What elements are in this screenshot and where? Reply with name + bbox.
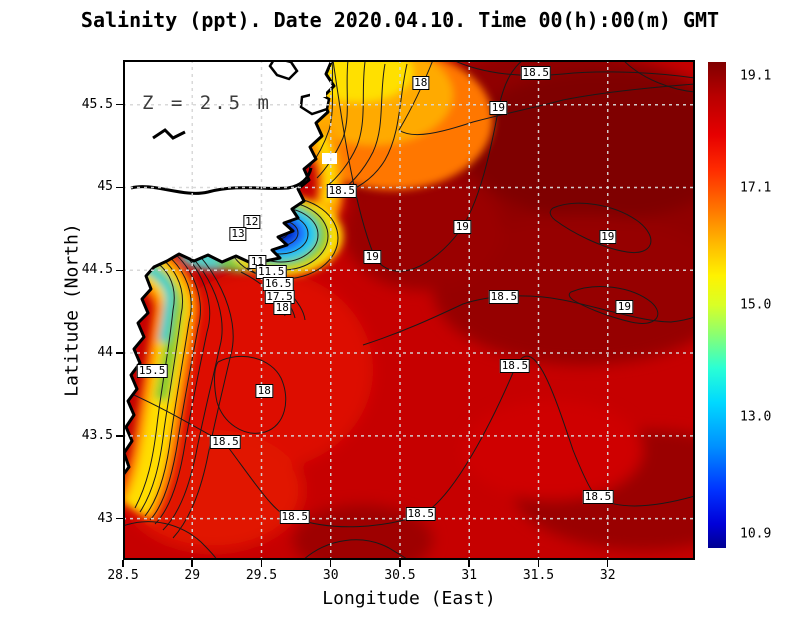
x-tick-mark [399, 560, 401, 567]
y-tick-label: 43.5 [81, 427, 113, 443]
contour-label: 16.5 [262, 276, 294, 291]
colorbar-tick-label: 15.0 [740, 297, 772, 313]
y-axis-label: Latitude (North) [61, 223, 83, 397]
y-tick-mark [116, 352, 123, 354]
chart-title: Salinity (ppt). Date 2020.04.10. Time 00… [80, 8, 720, 32]
y-tick-mark [116, 517, 123, 520]
x-tick-mark [537, 560, 540, 567]
contour-label: 13 [229, 226, 247, 241]
colorbar-tick-label: 10.9 [740, 526, 772, 542]
contour-map [123, 60, 695, 560]
x-tick-mark [468, 560, 470, 567]
x-tick-label: 31 [461, 568, 478, 583]
contour-label: 18.5 [405, 506, 437, 521]
contour-label: 15.5 [136, 364, 168, 379]
contour-label: 19 [615, 299, 633, 314]
x-tick-mark [122, 560, 124, 567]
x-tick-mark [191, 560, 193, 567]
y-tick-mark [116, 103, 123, 106]
y-tick-mark [116, 186, 123, 189]
colorbar-tick-label: 17.1 [740, 180, 772, 196]
contour-label: 18 [255, 384, 273, 399]
x-tick-label: 29.5 [245, 568, 278, 583]
contour-label: 18.5 [520, 66, 551, 81]
x-tick-label: 32 [599, 568, 616, 583]
contour-label: 18.5 [326, 183, 358, 198]
mask-cell [310, 85, 326, 97]
y-tick-label: 45 [97, 179, 113, 195]
contour-label: 18.5 [210, 435, 241, 450]
contour-label: 18 [412, 76, 430, 91]
mask-cell [322, 153, 337, 164]
contour-label: 19 [489, 101, 507, 115]
x-tick-label: 30 [322, 568, 339, 583]
x-axis-label: Longitude (East) [322, 588, 496, 609]
contour-label: 18 [273, 301, 291, 316]
x-tick-mark [606, 560, 609, 567]
contour-label: 18.5 [499, 359, 531, 374]
contour-label: 18.5 [279, 509, 310, 524]
y-tick-label: 44 [97, 345, 113, 361]
x-tick-label: 28.5 [107, 568, 139, 583]
contour-label: 18.5 [488, 289, 520, 304]
contour-label: 19 [599, 230, 617, 245]
depth-annotation: Z = 2.5 m [142, 92, 272, 114]
y-tick-mark [116, 269, 123, 271]
y-tick-label: 43 [97, 510, 113, 526]
colorbar [708, 62, 726, 548]
x-tick-label: 30.5 [384, 568, 416, 583]
x-tick-label: 29 [184, 568, 201, 583]
colorbar-tick-label: 13.0 [740, 409, 772, 425]
x-tick-mark [329, 560, 332, 567]
y-tick-label: 44.5 [81, 262, 113, 278]
x-tick-label: 31.5 [522, 568, 555, 583]
y-tick-mark [116, 435, 123, 437]
x-tick-mark [260, 560, 263, 567]
contour-label: 18.5 [582, 490, 614, 505]
y-tick-label: 45.5 [81, 96, 113, 112]
contour-label: 19 [453, 220, 471, 235]
colorbar-tick-label: 19.1 [740, 68, 772, 84]
contour-label: 19 [363, 250, 381, 265]
